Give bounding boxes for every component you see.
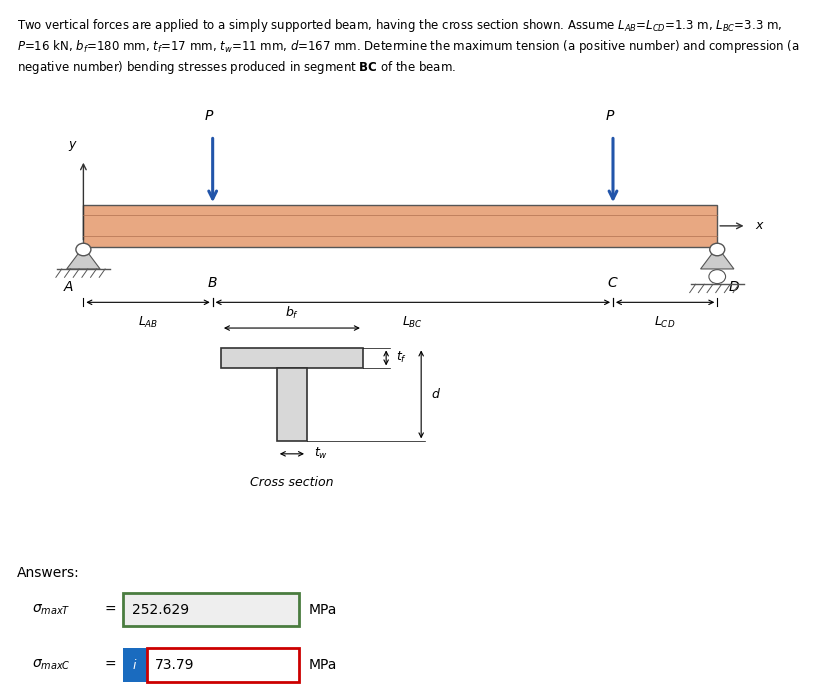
Bar [147, 648, 299, 682]
Text: Two vertical forces are applied to a simply supported beam, having the cross sec: Two vertical forces are applied to a sim… [17, 17, 782, 34]
Text: MPa: MPa [309, 603, 337, 616]
Bar [277, 368, 307, 441]
Text: MPa: MPa [309, 658, 337, 672]
Circle shape [709, 270, 726, 284]
Text: $B$: $B$ [208, 276, 218, 290]
Text: $L_{CD}$: $L_{CD}$ [655, 315, 676, 330]
Text: $d$: $d$ [431, 387, 441, 402]
Text: $L_{AB}$: $L_{AB}$ [138, 315, 158, 330]
Text: $D$: $D$ [728, 280, 740, 294]
Circle shape [76, 243, 91, 256]
Text: $P$: $P$ [204, 109, 214, 123]
Text: $A$: $A$ [63, 280, 74, 294]
Text: $L_{BC}$: $L_{BC}$ [402, 315, 424, 330]
Text: negative number) bending stresses produced in segment $\mathbf{BC}$ of the beam.: negative number) bending stresses produc… [17, 59, 456, 76]
Polygon shape [701, 247, 734, 269]
Text: $P$=16 kN, $b_f$=180 mm, $t_f$=17 mm, $t_w$=11 mm, $d$=167 mm. Determine the max: $P$=16 kN, $b_f$=180 mm, $t_f$=17 mm, $t… [17, 38, 799, 55]
Text: Cross section: Cross section [250, 476, 334, 489]
Text: $t_w$: $t_w$ [314, 446, 328, 461]
Text: =: = [104, 658, 116, 672]
Text: $b_f$: $b_f$ [285, 305, 299, 321]
Text: 73.79: 73.79 [155, 658, 194, 672]
Bar [123, 648, 147, 682]
Text: $\sigma_{maxT}$: $\sigma_{maxT}$ [32, 603, 70, 616]
Text: $C$: $C$ [607, 276, 619, 290]
Text: $i$: $i$ [133, 658, 138, 672]
Text: $t_f$: $t_f$ [396, 350, 407, 366]
Text: 252.629: 252.629 [132, 603, 188, 616]
Text: $y$: $y$ [68, 139, 78, 153]
Text: $x$: $x$ [755, 220, 765, 232]
Text: $P$: $P$ [605, 109, 615, 123]
Text: $\sigma_{maxC}$: $\sigma_{maxC}$ [32, 658, 70, 672]
Bar [221, 348, 363, 368]
Text: =: = [104, 603, 116, 616]
Text: Answers:: Answers: [17, 566, 79, 580]
Bar [83, 205, 717, 247]
Bar [123, 593, 299, 626]
Circle shape [710, 243, 725, 256]
Polygon shape [67, 247, 100, 269]
